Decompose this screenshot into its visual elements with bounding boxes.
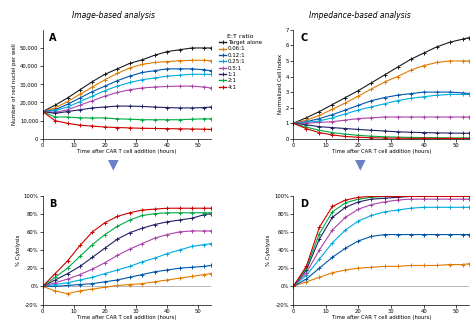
- Text: ▼: ▼: [109, 157, 119, 171]
- Y-axis label: Normalized Cell Index: Normalized Cell Index: [278, 54, 283, 115]
- Legend: Target alone, 0.06:1, 0.12:1, 0.25:1, 0.5:1, 1:1, 2:1, 4:1: Target alone, 0.06:1, 0.12:1, 0.25:1, 0.…: [219, 32, 263, 91]
- Text: ▼: ▼: [355, 157, 365, 171]
- Y-axis label: Number of red nuclei per well: Number of red nuclei per well: [12, 43, 17, 125]
- Text: C: C: [301, 33, 308, 43]
- Text: A: A: [49, 33, 57, 43]
- Y-axis label: % Cytolysis: % Cytolysis: [16, 234, 21, 266]
- Text: Impedance-based analysis: Impedance-based analysis: [310, 11, 411, 20]
- Text: D: D: [301, 199, 308, 209]
- Text: Image-based analysis: Image-based analysis: [72, 11, 155, 20]
- X-axis label: Time after CAR T cell addition (hours): Time after CAR T cell addition (hours): [77, 149, 176, 154]
- Text: B: B: [49, 199, 57, 209]
- X-axis label: Time after CAR T cell addition (hours): Time after CAR T cell addition (hours): [331, 149, 431, 154]
- X-axis label: Time after CAR T cell addition (hours): Time after CAR T cell addition (hours): [331, 315, 431, 320]
- X-axis label: Time after CAR T cell addition (hours): Time after CAR T cell addition (hours): [77, 315, 176, 320]
- Y-axis label: % Cytolysis: % Cytolysis: [266, 234, 271, 266]
